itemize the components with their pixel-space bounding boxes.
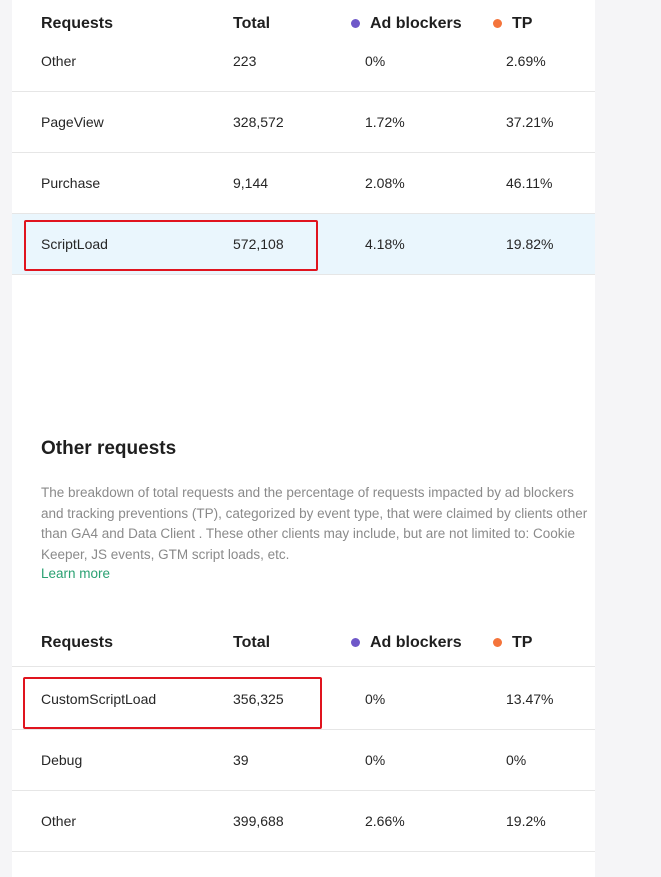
request-tp: 19.82% xyxy=(506,236,554,252)
request-total: 399,688 xyxy=(233,813,284,829)
table-row: ScriptLoad 572,108 4.18% 19.82% xyxy=(12,214,595,275)
request-total: 572,108 xyxy=(233,236,284,252)
request-ad-blockers: 0% xyxy=(365,691,386,707)
request-tp: 37.21% xyxy=(506,114,554,130)
header-ad-blockers: Ad blockers xyxy=(351,0,462,47)
request-tp: 19.2% xyxy=(506,813,546,829)
header-total: Total xyxy=(233,633,271,651)
request-ad-blockers: 4.18% xyxy=(365,236,405,252)
table-row: Debug 39 0% 0% xyxy=(12,730,595,791)
request-name: Other xyxy=(41,813,77,829)
request-total: 39 xyxy=(233,752,249,768)
request-total: 9,144 xyxy=(233,175,269,191)
ad-blockers-dot-icon xyxy=(351,19,360,28)
request-name: ScriptLoad xyxy=(41,236,108,252)
request-tp: 46.11% xyxy=(506,175,553,191)
request-total: 328,572 xyxy=(233,114,284,130)
table-row: Other 223 0% 2.69% xyxy=(12,31,595,92)
tp-dot-icon xyxy=(493,638,502,647)
table-row: CustomScriptLoad 356,325 0% 13.47% xyxy=(12,669,595,730)
header-tp-label: TP xyxy=(512,633,533,651)
header-requests: Requests xyxy=(41,633,114,651)
request-total: 356,325 xyxy=(233,691,284,707)
report-panel: Requests Total Ad blockers TP Other 223 … xyxy=(12,0,595,877)
request-ad-blockers: 2.08% xyxy=(365,175,405,191)
section-description: The breakdown of total requests and the … xyxy=(41,485,588,562)
request-name: PageView xyxy=(41,114,104,130)
request-tp: 2.69% xyxy=(506,53,546,69)
table-header: Requests Total Ad blockers TP xyxy=(12,619,595,667)
request-name: Purchase xyxy=(41,175,101,191)
request-tp: 13.47% xyxy=(506,691,554,707)
header-ad-blockers-label: Ad blockers xyxy=(370,633,462,651)
request-total: 223 xyxy=(233,53,257,69)
table-row: Other 399,688 2.66% 19.2% xyxy=(12,791,595,852)
request-ad-blockers: 0% xyxy=(365,752,386,768)
request-tp: 0% xyxy=(506,752,527,768)
request-name: CustomScriptLoad xyxy=(41,691,157,707)
request-ad-blockers: 0% xyxy=(365,53,386,69)
table-row: PageView 328,572 1.72% 37.21% xyxy=(12,92,595,153)
header-tp: TP xyxy=(493,0,532,47)
header-ad-blockers-label: Ad blockers xyxy=(370,14,462,32)
learn-more-link[interactable]: Learn more xyxy=(41,566,111,581)
header-tp-label: TP xyxy=(512,14,533,32)
header-total: Total xyxy=(233,14,271,32)
tp-dot-icon xyxy=(493,19,502,28)
table-row: Purchase 9,144 2.08% 46.11% xyxy=(12,153,595,214)
request-ad-blockers: 1.72% xyxy=(365,114,405,130)
section-title: Other requests xyxy=(41,438,177,459)
ad-blockers-dot-icon xyxy=(351,638,360,647)
header-ad-blockers: Ad blockers xyxy=(351,619,462,666)
header-tp: TP xyxy=(493,619,532,666)
header-requests: Requests xyxy=(41,14,114,32)
request-ad-blockers: 2.66% xyxy=(365,813,405,829)
request-name: Debug xyxy=(41,752,83,768)
request-name: Other xyxy=(41,53,77,69)
